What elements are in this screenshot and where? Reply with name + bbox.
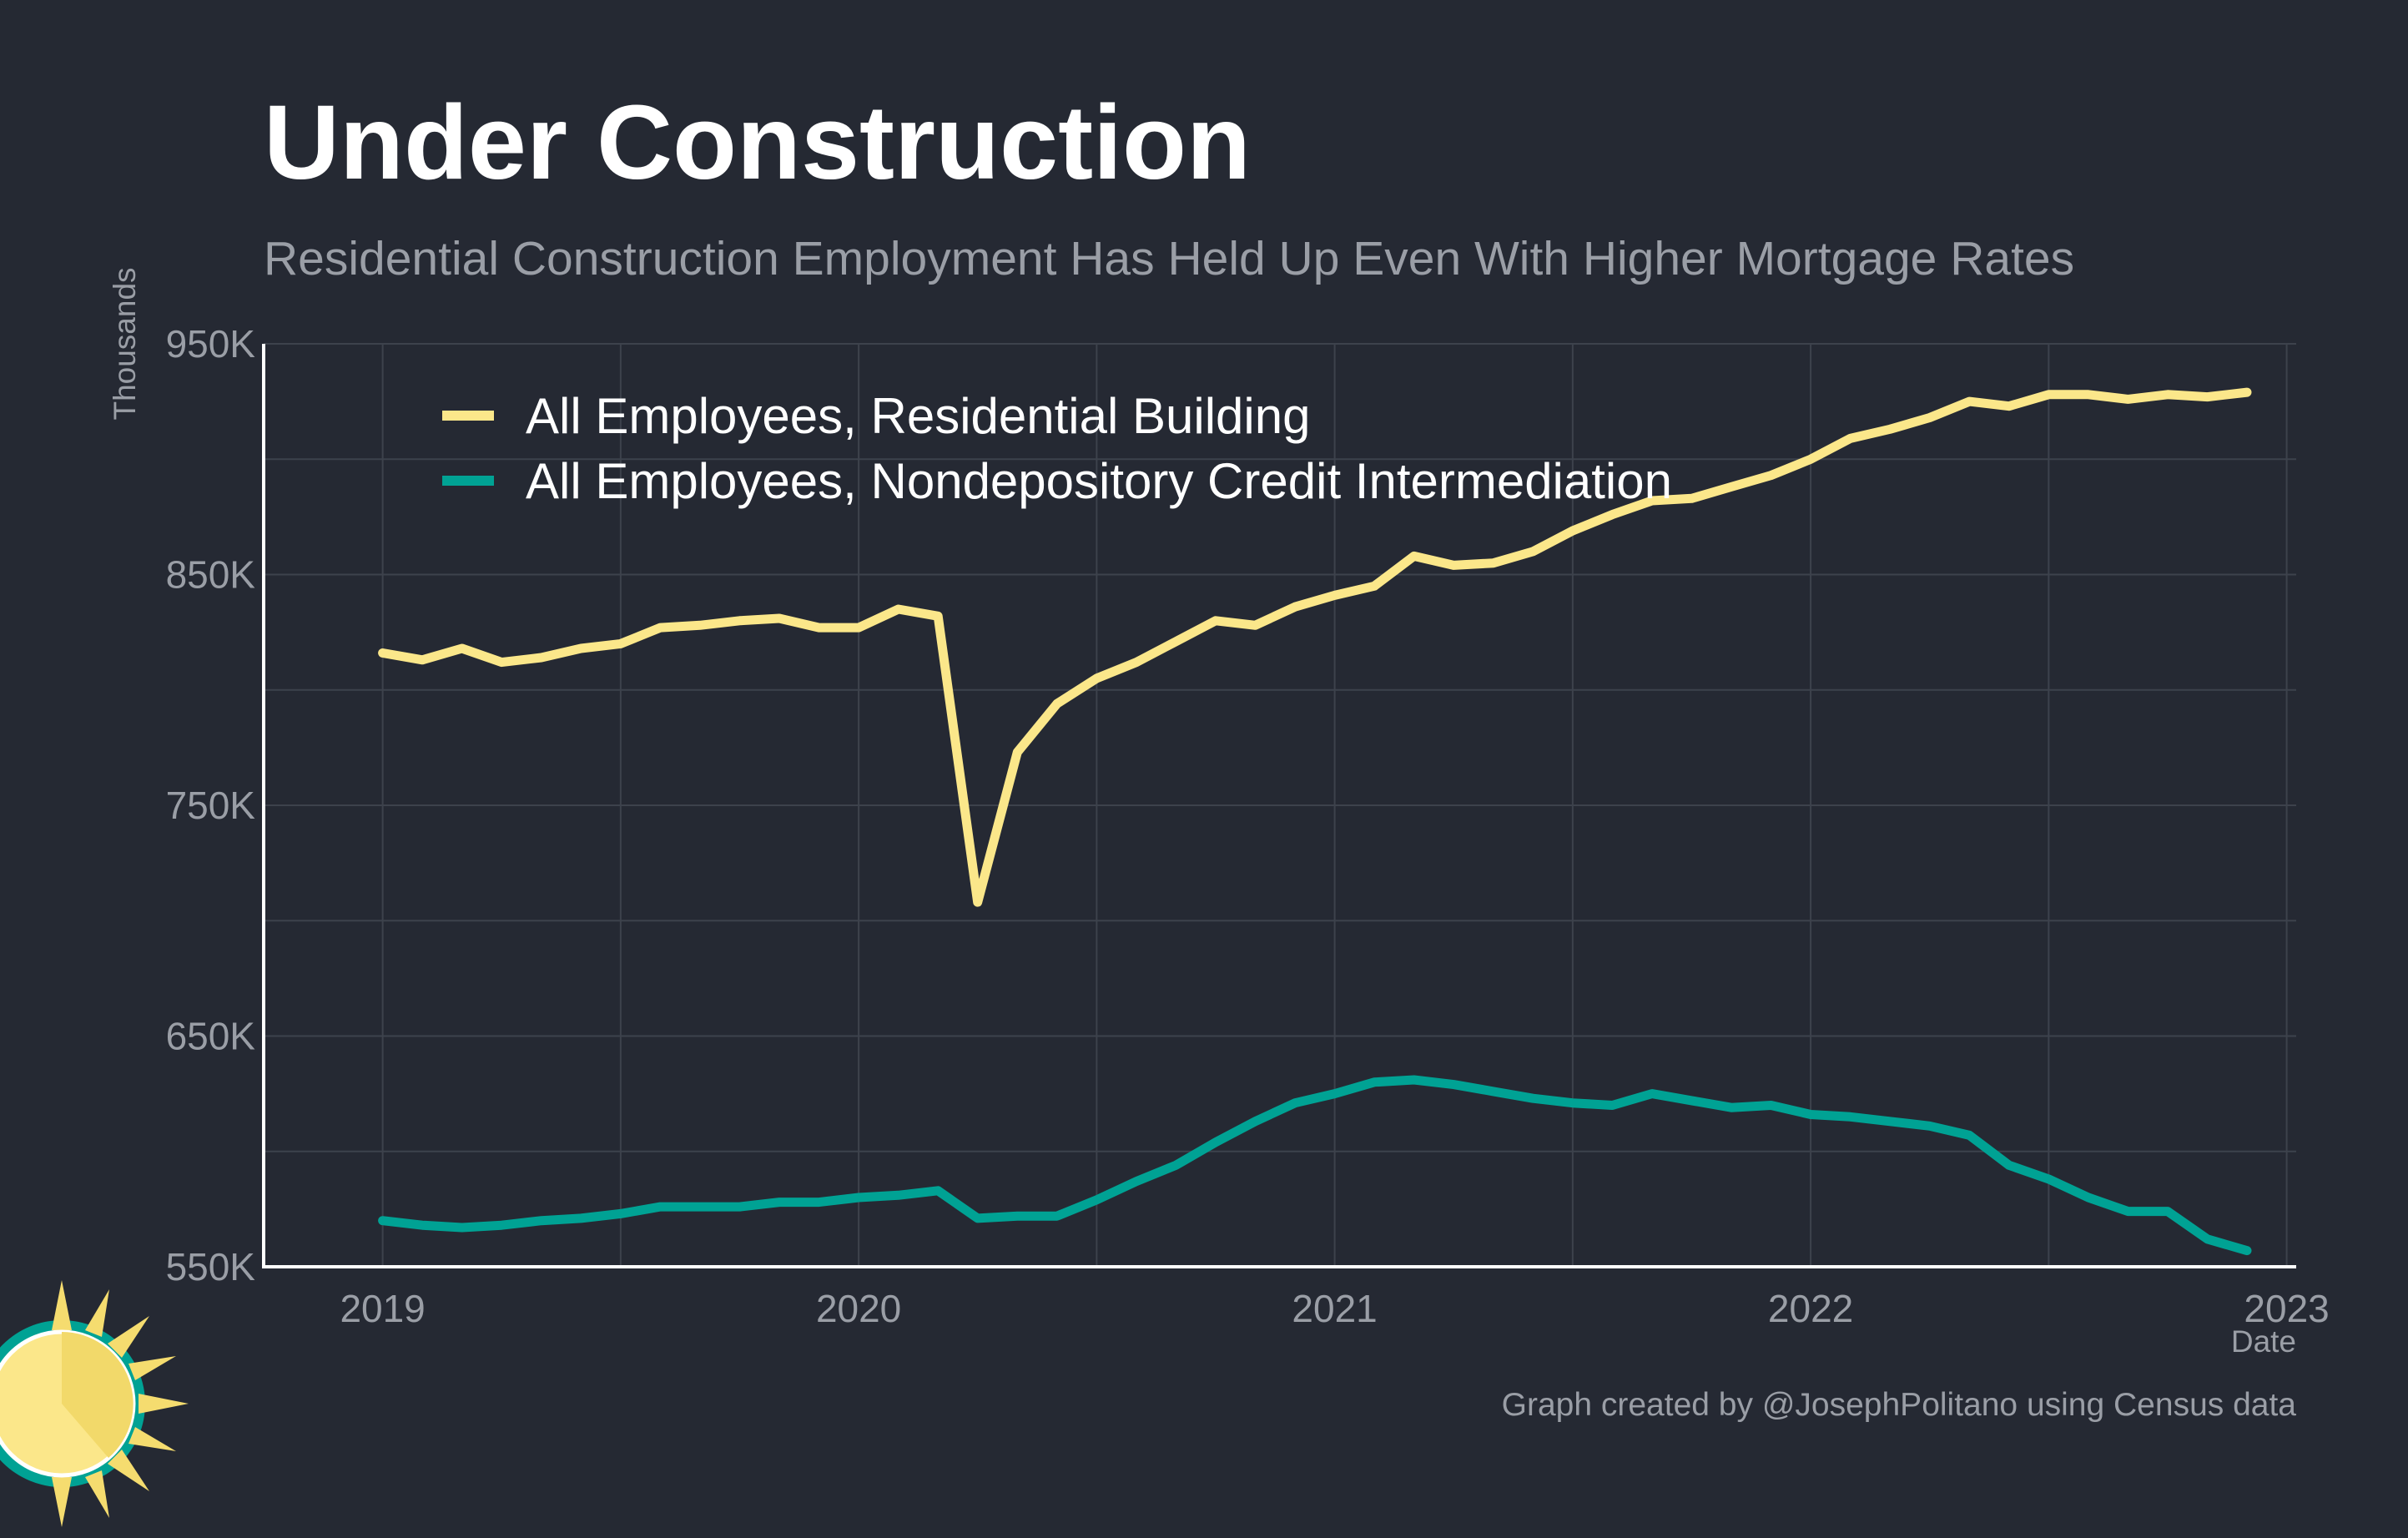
chart-subtitle: Residential Construction Employment Has … — [264, 232, 2075, 285]
x-tick-label: 2020 — [816, 1287, 901, 1330]
y-axis-label: Thousands — [108, 267, 142, 420]
chart-title: Under Construction — [264, 83, 1251, 201]
series-line-nondepository-credit — [378, 1075, 2252, 1256]
source-credit: Graph created by @JosephPolitano using C… — [1501, 1387, 2296, 1423]
y-tick-label: 950K — [166, 322, 256, 366]
y-tick-label: 650K — [166, 1015, 256, 1058]
x-tick-label: 2022 — [1768, 1287, 1853, 1330]
x-tick-label: 2019 — [340, 1287, 425, 1330]
series-lines — [378, 387, 2252, 1256]
legend-label: All Employees, Nondepository Credit Inte… — [526, 453, 1672, 509]
x-tick-label: 2023 — [2244, 1287, 2329, 1330]
y-tick-label: 550K — [166, 1245, 256, 1288]
y-tick-label: 750K — [166, 784, 256, 827]
x-tick-label: 2021 — [1292, 1287, 1377, 1330]
axes: 550K 650K 750K 850K 950K 2019 2020 2021 2022 2023 — [166, 322, 2330, 1330]
legend: All Employees, Residential Building All E… — [442, 388, 1672, 509]
x-axis-label: Date — [2231, 1324, 2296, 1359]
series-line-residential-building — [378, 387, 2252, 907]
y-tick-label: 850K — [166, 553, 256, 597]
legend-label: All Employees, Residential Building — [526, 388, 1311, 444]
sun-icon — [0, 1280, 189, 1527]
